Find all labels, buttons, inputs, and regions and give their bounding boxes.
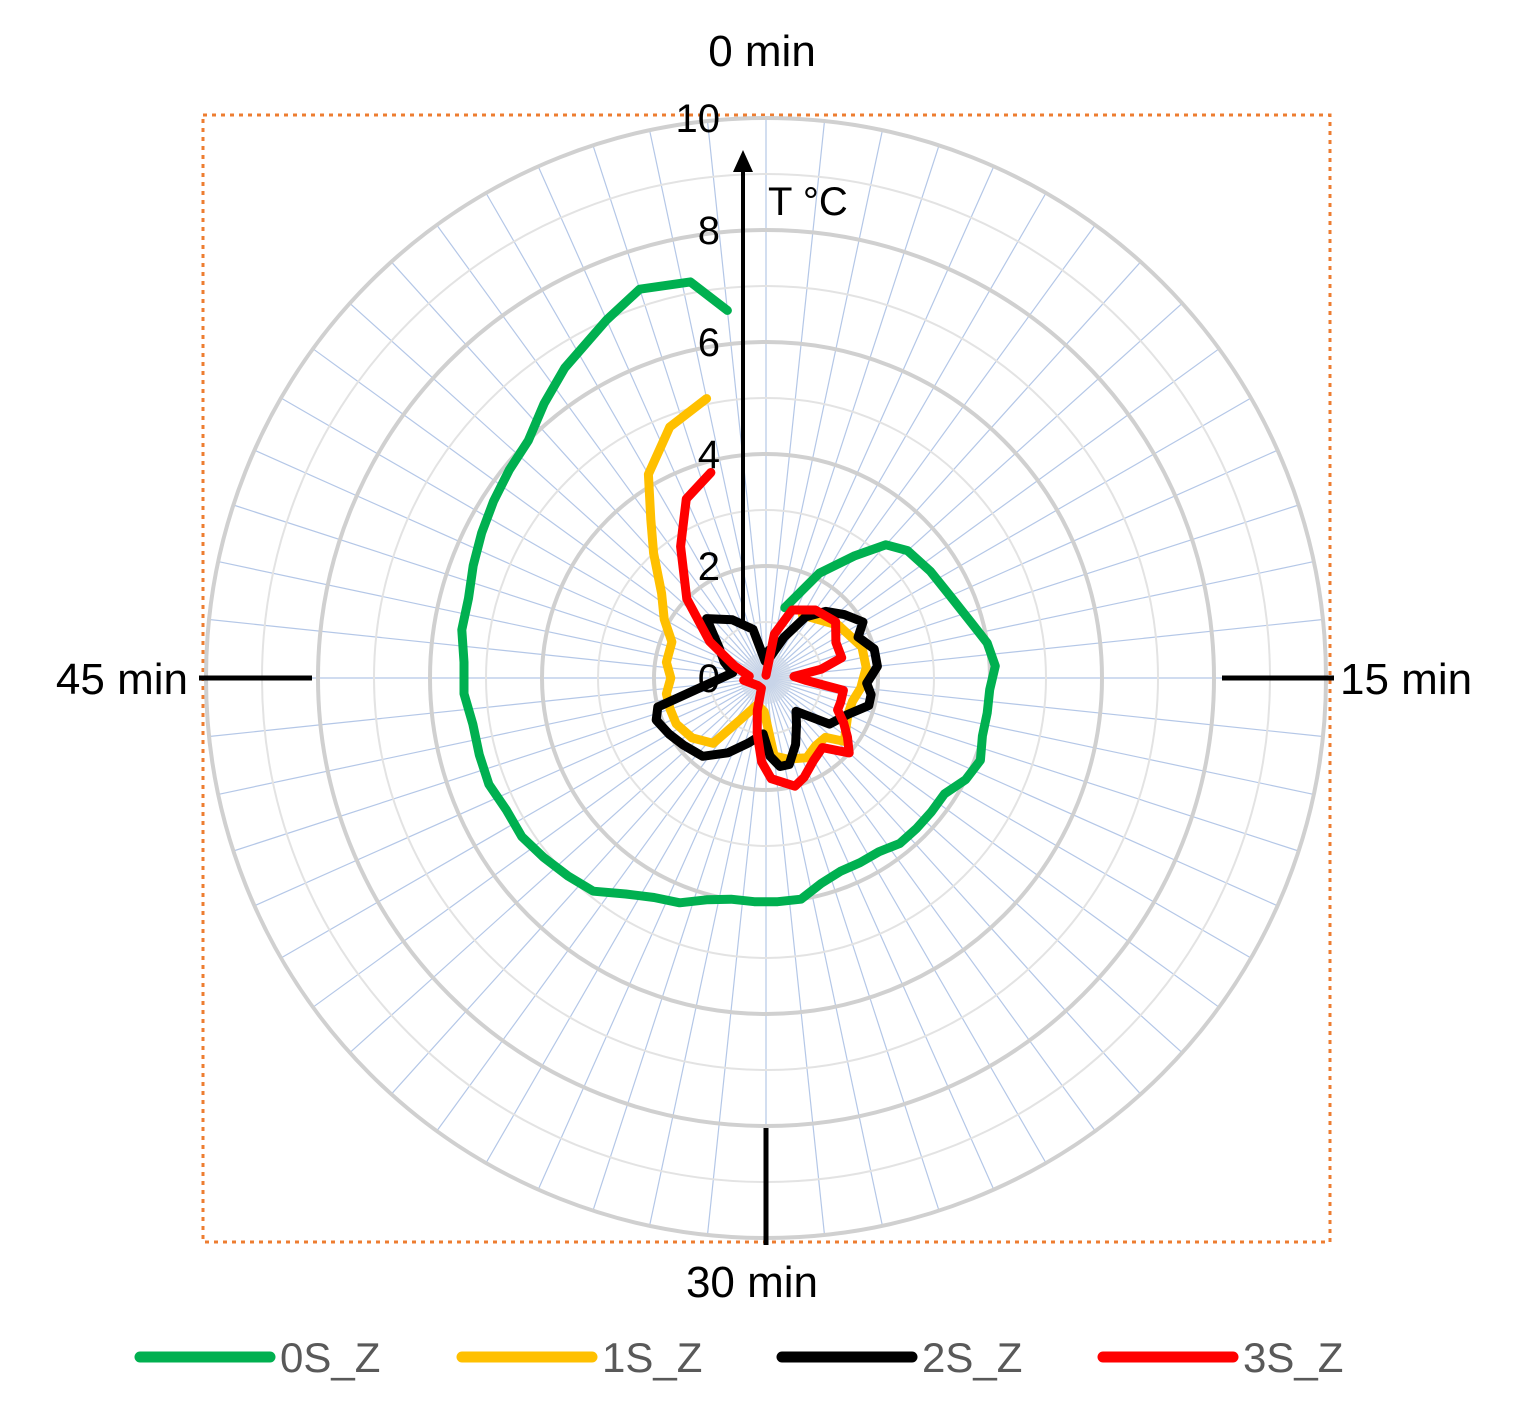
grid-ring [428,340,1104,1016]
legend-label: 1S_Z [602,1334,702,1381]
radial-tick-label: 0 [698,657,720,701]
quarter-tick-lines [199,675,1334,1245]
legend: 0S_Z 1S_Z 2S_Z 3S_Z [134,1334,1343,1381]
radial-tick-labels: 0 2 4 6 8 10 [676,97,721,701]
series-line-0s-z [457,277,1000,908]
radial-tick-label: 8 [698,209,720,253]
axis-arrow-icon [733,150,753,172]
direction-label-bottom: 30 min [686,1258,818,1307]
legend-label: 2S_Z [922,1334,1022,1381]
radial-tick-label: 4 [698,433,720,477]
legend-label: 3S_Z [1243,1334,1343,1381]
series-line-2s-z [651,606,882,771]
direction-label-right: 15 min [1340,655,1472,704]
radial-tick-label: 6 [698,321,720,365]
legend-label: 0S_Z [280,1334,380,1381]
series-layer [457,277,1000,908]
direction-label-top: 0 min [708,27,816,76]
grid-ring [652,564,880,792]
grid-ring-minor [485,397,1047,959]
temperature-axis: T °C [733,150,848,628]
series-line-3s-z [676,468,854,791]
grid-ring-minor [373,285,1159,1071]
grid-ring-minor [597,509,935,847]
temperature-axis-label: T °C [768,180,848,224]
series-line-1s-z [643,394,871,764]
grid-ring [316,228,1216,1128]
direction-label-left: 45 min [56,655,188,704]
radial-tick-label: 10 [676,97,721,141]
radial-tick-label: 2 [698,545,720,589]
